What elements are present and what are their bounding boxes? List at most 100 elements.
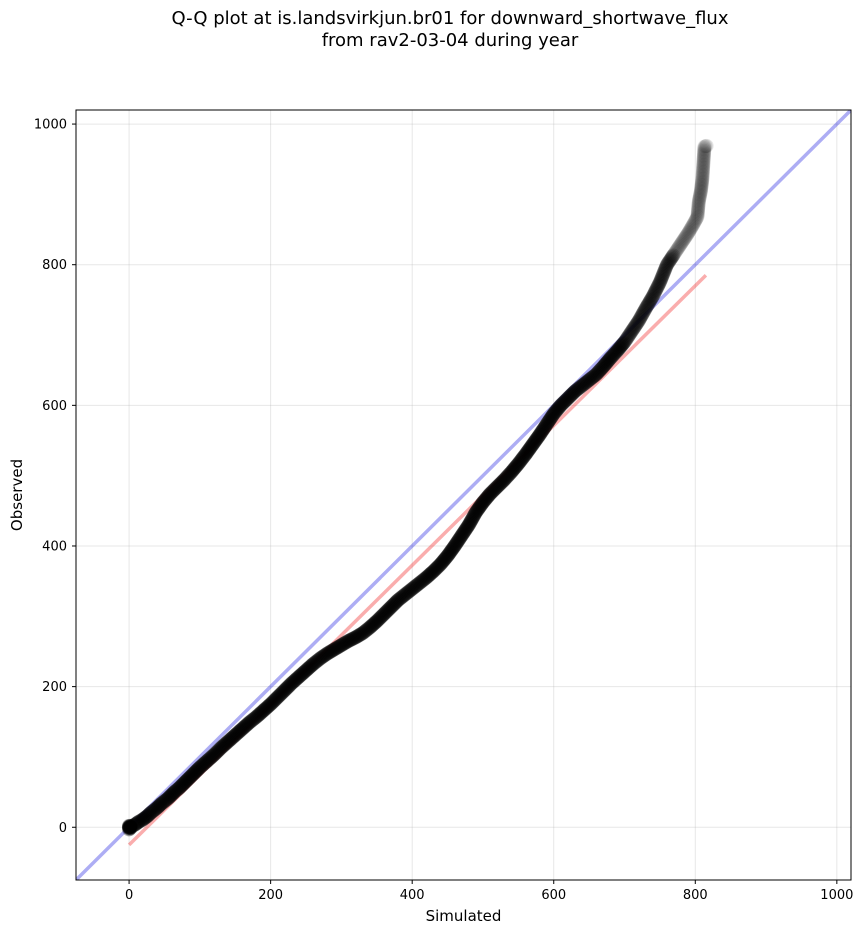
data-point xyxy=(638,301,653,316)
plot-frame xyxy=(75,109,852,881)
data-point xyxy=(346,631,361,646)
data-point xyxy=(683,222,698,237)
data-point xyxy=(512,455,527,470)
data-point xyxy=(613,339,628,354)
data-point xyxy=(545,409,560,424)
data-point xyxy=(691,194,706,209)
data-point xyxy=(130,816,145,831)
data-point xyxy=(615,337,630,352)
data-point xyxy=(655,268,670,283)
data-point xyxy=(209,745,224,760)
data-point xyxy=(653,273,668,288)
data-point xyxy=(476,494,491,509)
data-point xyxy=(297,665,312,680)
data-point xyxy=(426,564,441,579)
data-point xyxy=(674,235,689,250)
data-point xyxy=(201,752,216,767)
data-point xyxy=(401,584,416,599)
data-point xyxy=(528,433,543,448)
data-point xyxy=(204,749,219,764)
data-point xyxy=(600,354,615,369)
data-point xyxy=(122,822,137,837)
data-point xyxy=(379,604,394,619)
data-point xyxy=(481,489,496,504)
data-point xyxy=(525,437,540,452)
chart-title: Q-Q plot at is.landsvirkjun.br01 for dow… xyxy=(0,8,864,52)
data-point xyxy=(658,261,673,276)
data-point xyxy=(389,595,404,610)
data-point xyxy=(364,618,379,633)
data-point xyxy=(122,820,137,835)
data-point xyxy=(458,522,473,537)
data-point xyxy=(669,243,684,258)
data-point xyxy=(243,714,258,729)
data-point xyxy=(287,673,302,688)
data-point xyxy=(129,816,144,831)
data-point xyxy=(333,638,348,653)
data-point xyxy=(289,671,304,686)
data-point xyxy=(217,738,232,753)
data-point xyxy=(134,813,149,828)
fit-line xyxy=(127,274,708,847)
data-point xyxy=(362,620,377,635)
data-point xyxy=(284,676,299,691)
data-point xyxy=(659,259,674,274)
data-point xyxy=(591,365,606,380)
data-point xyxy=(369,614,384,629)
data-point xyxy=(554,397,569,412)
data-point xyxy=(637,303,652,318)
data-point xyxy=(220,735,235,750)
data-point xyxy=(378,605,393,620)
data-point xyxy=(428,562,443,577)
data-point xyxy=(394,590,409,605)
data-point xyxy=(277,683,292,698)
data-point xyxy=(270,690,285,705)
data-point xyxy=(311,652,326,667)
data-point xyxy=(335,637,350,652)
data-point xyxy=(260,699,275,714)
data-point xyxy=(329,640,344,655)
data-point xyxy=(432,558,447,573)
data-point xyxy=(467,507,482,522)
data-point xyxy=(684,221,699,236)
data-point xyxy=(652,275,667,290)
data-point xyxy=(502,467,517,482)
data-point xyxy=(439,549,454,564)
data-point xyxy=(460,520,475,535)
data-point xyxy=(593,362,608,377)
data-point xyxy=(265,695,280,710)
data-point xyxy=(619,332,634,347)
data-point xyxy=(415,573,430,588)
data-point xyxy=(496,473,511,488)
data-point xyxy=(152,798,167,813)
data-point xyxy=(292,668,307,683)
data-point xyxy=(569,383,584,398)
data-point xyxy=(386,597,401,612)
data-point xyxy=(316,649,331,664)
data-point xyxy=(366,616,381,631)
data-point xyxy=(663,253,678,268)
data-point xyxy=(627,319,642,334)
data-point xyxy=(573,379,588,394)
data-point xyxy=(207,747,222,762)
data-point xyxy=(399,586,414,601)
data-point xyxy=(253,706,268,721)
data-point xyxy=(687,215,702,230)
data-point xyxy=(326,643,341,658)
data-point xyxy=(546,406,561,421)
data-point xyxy=(303,659,318,674)
data-point xyxy=(227,729,242,744)
data-point xyxy=(383,600,398,615)
data-point xyxy=(681,226,696,241)
data-point xyxy=(542,413,557,428)
data-point xyxy=(198,755,213,770)
data-point xyxy=(545,407,560,422)
data-point xyxy=(595,360,610,375)
data-point xyxy=(694,175,709,190)
data-point xyxy=(523,441,538,456)
data-point xyxy=(692,190,707,205)
data-point xyxy=(692,191,707,206)
data-point xyxy=(447,538,462,553)
data-point xyxy=(696,159,711,174)
